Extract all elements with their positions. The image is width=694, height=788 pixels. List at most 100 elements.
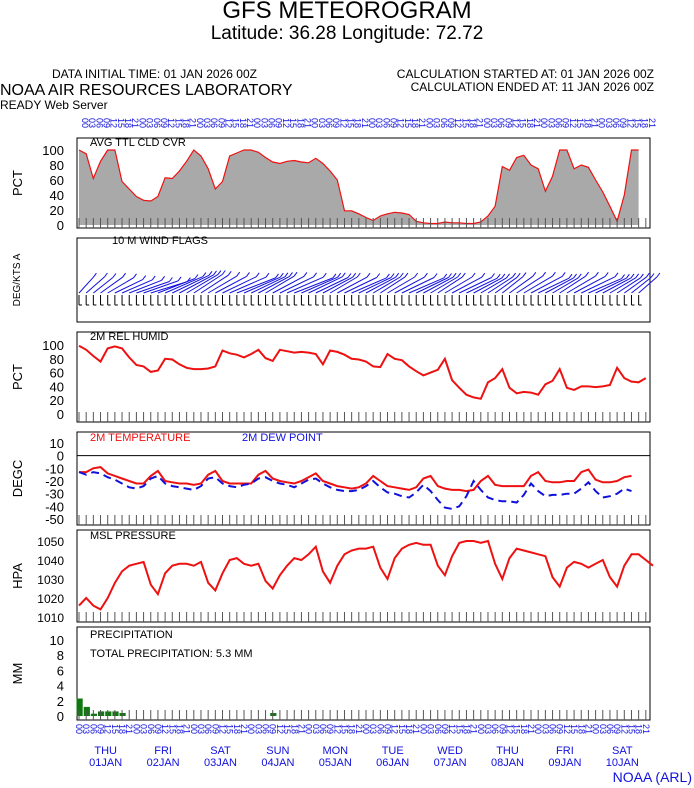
hour-label: 18 <box>295 118 305 128</box>
y-tick-label: 2 <box>57 694 64 709</box>
wind-flag <box>437 276 463 294</box>
y-tick-label: 20 <box>50 393 64 408</box>
wind-flag <box>624 276 647 294</box>
precip-bar <box>112 711 119 716</box>
wind-flag <box>143 280 179 294</box>
hour-label: 09 <box>389 118 399 128</box>
hour-label: 12 <box>619 724 629 734</box>
wind-barb <box>452 272 457 278</box>
wind-barb <box>512 272 516 278</box>
hour-label: 00 <box>533 724 543 734</box>
wind-barb <box>337 272 342 278</box>
wind-barb <box>376 273 381 278</box>
wind-barb <box>552 271 556 277</box>
wind-barb <box>236 271 241 277</box>
hour-label: 00 <box>367 118 377 128</box>
hour-label: 00 <box>424 118 434 128</box>
y-axis-label: PCT <box>10 364 25 390</box>
cloud-cover-area <box>79 150 639 225</box>
hour-label: 15 <box>518 118 528 128</box>
organization-name: NOAA AIR RESOURCES LABORATORY <box>0 82 293 99</box>
wind-flag <box>480 277 507 294</box>
hour-labels-top: 0003060912151821000306091215182100030609… <box>80 118 657 128</box>
hour-label: 06 <box>318 724 328 734</box>
y-tick-label: 10 <box>50 633 64 648</box>
hour-label: 12 <box>505 724 515 734</box>
hour-label: 06 <box>267 118 277 128</box>
hour-label: 03 <box>368 724 378 734</box>
wind-flag <box>416 277 449 294</box>
hour-label: 09 <box>325 724 335 734</box>
hour-label: 15 <box>397 724 407 734</box>
hour-label: 03 <box>202 118 212 128</box>
wind-flag <box>157 278 196 294</box>
wind-barb <box>395 272 400 278</box>
hour-label: 15 <box>231 118 241 128</box>
hour-label: 00 <box>591 724 601 734</box>
wind-flag <box>394 276 425 294</box>
hour-label: 06 <box>381 118 391 128</box>
hour-label: 03 <box>489 118 499 128</box>
hour-label: 06 <box>490 724 500 734</box>
day-name-label: FRI <box>556 745 574 757</box>
wind-barb <box>506 273 511 279</box>
wind-flag <box>286 276 324 294</box>
wind-flag <box>401 277 435 294</box>
calculation-started: CALCULATION STARTED AT: 01 JAN 2026 00Z <box>396 67 654 81</box>
hour-label: 03 <box>426 724 436 734</box>
wind-barb <box>293 271 298 277</box>
wind-barb <box>433 273 438 278</box>
server-label: READY Web Server <box>0 98 108 112</box>
wind-barb <box>532 271 537 277</box>
hour-label: 03 <box>311 724 321 734</box>
hour-label: 21 <box>526 724 536 734</box>
wind-barb <box>516 272 521 278</box>
wind-barb <box>168 277 173 282</box>
hour-label: 12 <box>453 118 463 128</box>
day-name-label: THU <box>94 745 117 757</box>
y-tick-label: 1020 <box>37 592 64 606</box>
dew-point-legend: 2M DEW POINT <box>242 432 323 444</box>
hour-label: 06 <box>261 724 271 734</box>
wind-flag <box>502 276 524 294</box>
hour-label: 18 <box>582 118 592 128</box>
hour-label: 09 <box>440 724 450 734</box>
wind-flag <box>423 276 454 294</box>
hour-labels-bottom: 0003060912151821000306091215182100030609… <box>74 724 651 734</box>
wind-flag <box>265 275 295 294</box>
y-axis-label: DEGC <box>10 460 25 498</box>
hour-label: 21 <box>360 118 370 128</box>
wind-flag <box>595 277 627 294</box>
wind-barb <box>202 272 207 277</box>
wind-flag <box>279 276 314 294</box>
day-name-label: SUN <box>266 745 289 757</box>
y-tick-label: 10 <box>50 436 64 451</box>
hour-label: 00 <box>361 724 371 734</box>
wind-flag <box>207 275 237 294</box>
wind-flag <box>466 277 498 294</box>
day-name-label: THU <box>496 745 519 757</box>
temperature-legend: 2M TEMPERATURE <box>90 432 190 444</box>
wind-flag <box>164 276 204 294</box>
hour-label: 18 <box>117 724 127 734</box>
wind-barb <box>227 270 232 276</box>
lat-lon-label: Latitude: 36.28 Longitude: 72.72 <box>210 23 484 44</box>
hour-label: 00 <box>539 118 549 128</box>
wind-barb <box>104 272 108 278</box>
y-tick-label: -40 <box>45 499 64 514</box>
y-tick-label: 1010 <box>37 611 64 625</box>
wind-flag <box>243 276 281 294</box>
wind-flag <box>222 276 257 294</box>
hour-label: 15 <box>403 118 413 128</box>
wind-flag <box>78 276 94 294</box>
hour-label: 15 <box>110 724 120 734</box>
wind-flag <box>530 275 563 294</box>
wind-flag <box>459 277 492 294</box>
hour-label: 09 <box>555 724 565 734</box>
wind-flag <box>566 275 596 294</box>
wind-barb <box>640 273 644 279</box>
day-date-label: 03JAN <box>204 757 237 769</box>
wind-flag <box>358 277 392 294</box>
hour-label: 00 <box>304 724 314 734</box>
hour-label: 09 <box>612 724 622 734</box>
